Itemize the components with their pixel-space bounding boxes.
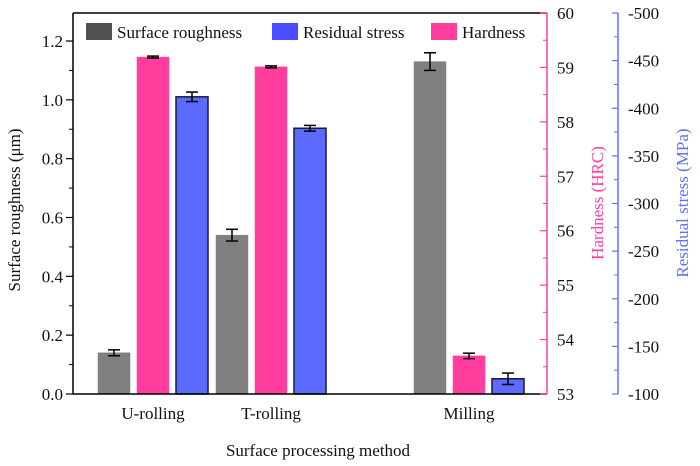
hardness-axis-title: Hardness (HRC) (588, 146, 607, 260)
left-tick-label: 1.2 (42, 32, 63, 51)
bar-surface-roughness-milling (413, 61, 447, 395)
x-category-labels: U-rolling T-rolling Milling (121, 404, 495, 423)
legend-label-residual-stress: Residual stress (303, 23, 405, 42)
hardness-tick-label: 59 (557, 58, 574, 77)
hardness-tick-label: 54 (557, 331, 575, 350)
x-tick-label: U-rolling (121, 404, 185, 423)
stress-tick-label: -350 (628, 147, 659, 166)
stress-tick-label: -100 (628, 385, 659, 404)
stress-axis-title: Residual stress (MPa) (673, 128, 692, 277)
x-tick-label: T-rolling (241, 404, 301, 423)
left-tick-label: 0.0 (42, 385, 63, 404)
hardness-axis: 53 54 55 56 57 58 59 60 (540, 4, 575, 404)
legend-swatch-hardness (431, 23, 457, 40)
x-tick-label: Milling (443, 404, 495, 423)
hardness-tick-label: 58 (557, 113, 574, 132)
bars-layer (97, 52, 525, 395)
legend: Surface roughness Residual stress Hardness (86, 23, 525, 42)
hardness-tick-label: 56 (557, 222, 574, 241)
legend-label-surface-roughness: Surface roughness (117, 23, 242, 42)
left-tick-label: 1.0 (42, 91, 63, 110)
hardness-tick-label: 57 (557, 167, 575, 186)
left-tick-label: 0.4 (42, 267, 64, 286)
stress-tick-label: -500 (628, 4, 659, 23)
bar-surface-roughness-t-rolling (215, 234, 249, 395)
stress-tick-label: -450 (628, 52, 659, 71)
stress-tick-label: -250 (628, 242, 659, 261)
bar-hardness-milling (452, 355, 486, 395)
stress-tick-label: -150 (628, 337, 659, 356)
hardness-tick-label: 55 (557, 276, 574, 295)
left-tick-label: 0.2 (42, 326, 63, 345)
x-axis-title: Surface processing method (226, 441, 411, 460)
hardness-tick-label: 60 (557, 4, 574, 23)
hardness-tick-label: 53 (557, 385, 574, 404)
legend-swatch-residual-stress (272, 23, 298, 40)
stress-tick-label: -200 (628, 290, 659, 309)
stress-tick-label: -400 (628, 99, 659, 118)
stress-axis: -100 -150 -200 -250 -300 -350 -400 -450 -500 (612, 4, 659, 404)
legend-label-hardness: Hardness (462, 23, 525, 42)
bar-residual-stress-u-rolling (175, 96, 209, 395)
bar-residual-stress-t-rolling (293, 127, 327, 395)
bar-surface-roughness-u-rolling (97, 352, 131, 395)
plot-frame (73, 12, 547, 395)
bar-hardness-u-rolling (136, 56, 170, 395)
stress-tick-label: -300 (628, 195, 659, 214)
left-axis: 0.0 0.2 0.4 0.6 0.8 1.0 1.2 (42, 13, 74, 404)
legend-swatch-surface-roughness (86, 23, 112, 40)
bar-hardness-t-rolling (254, 66, 288, 395)
left-tick-label: 0.8 (42, 150, 63, 169)
left-tick-label: 0.6 (42, 209, 63, 228)
left-axis-title: Surface roughness (μm) (5, 128, 24, 291)
